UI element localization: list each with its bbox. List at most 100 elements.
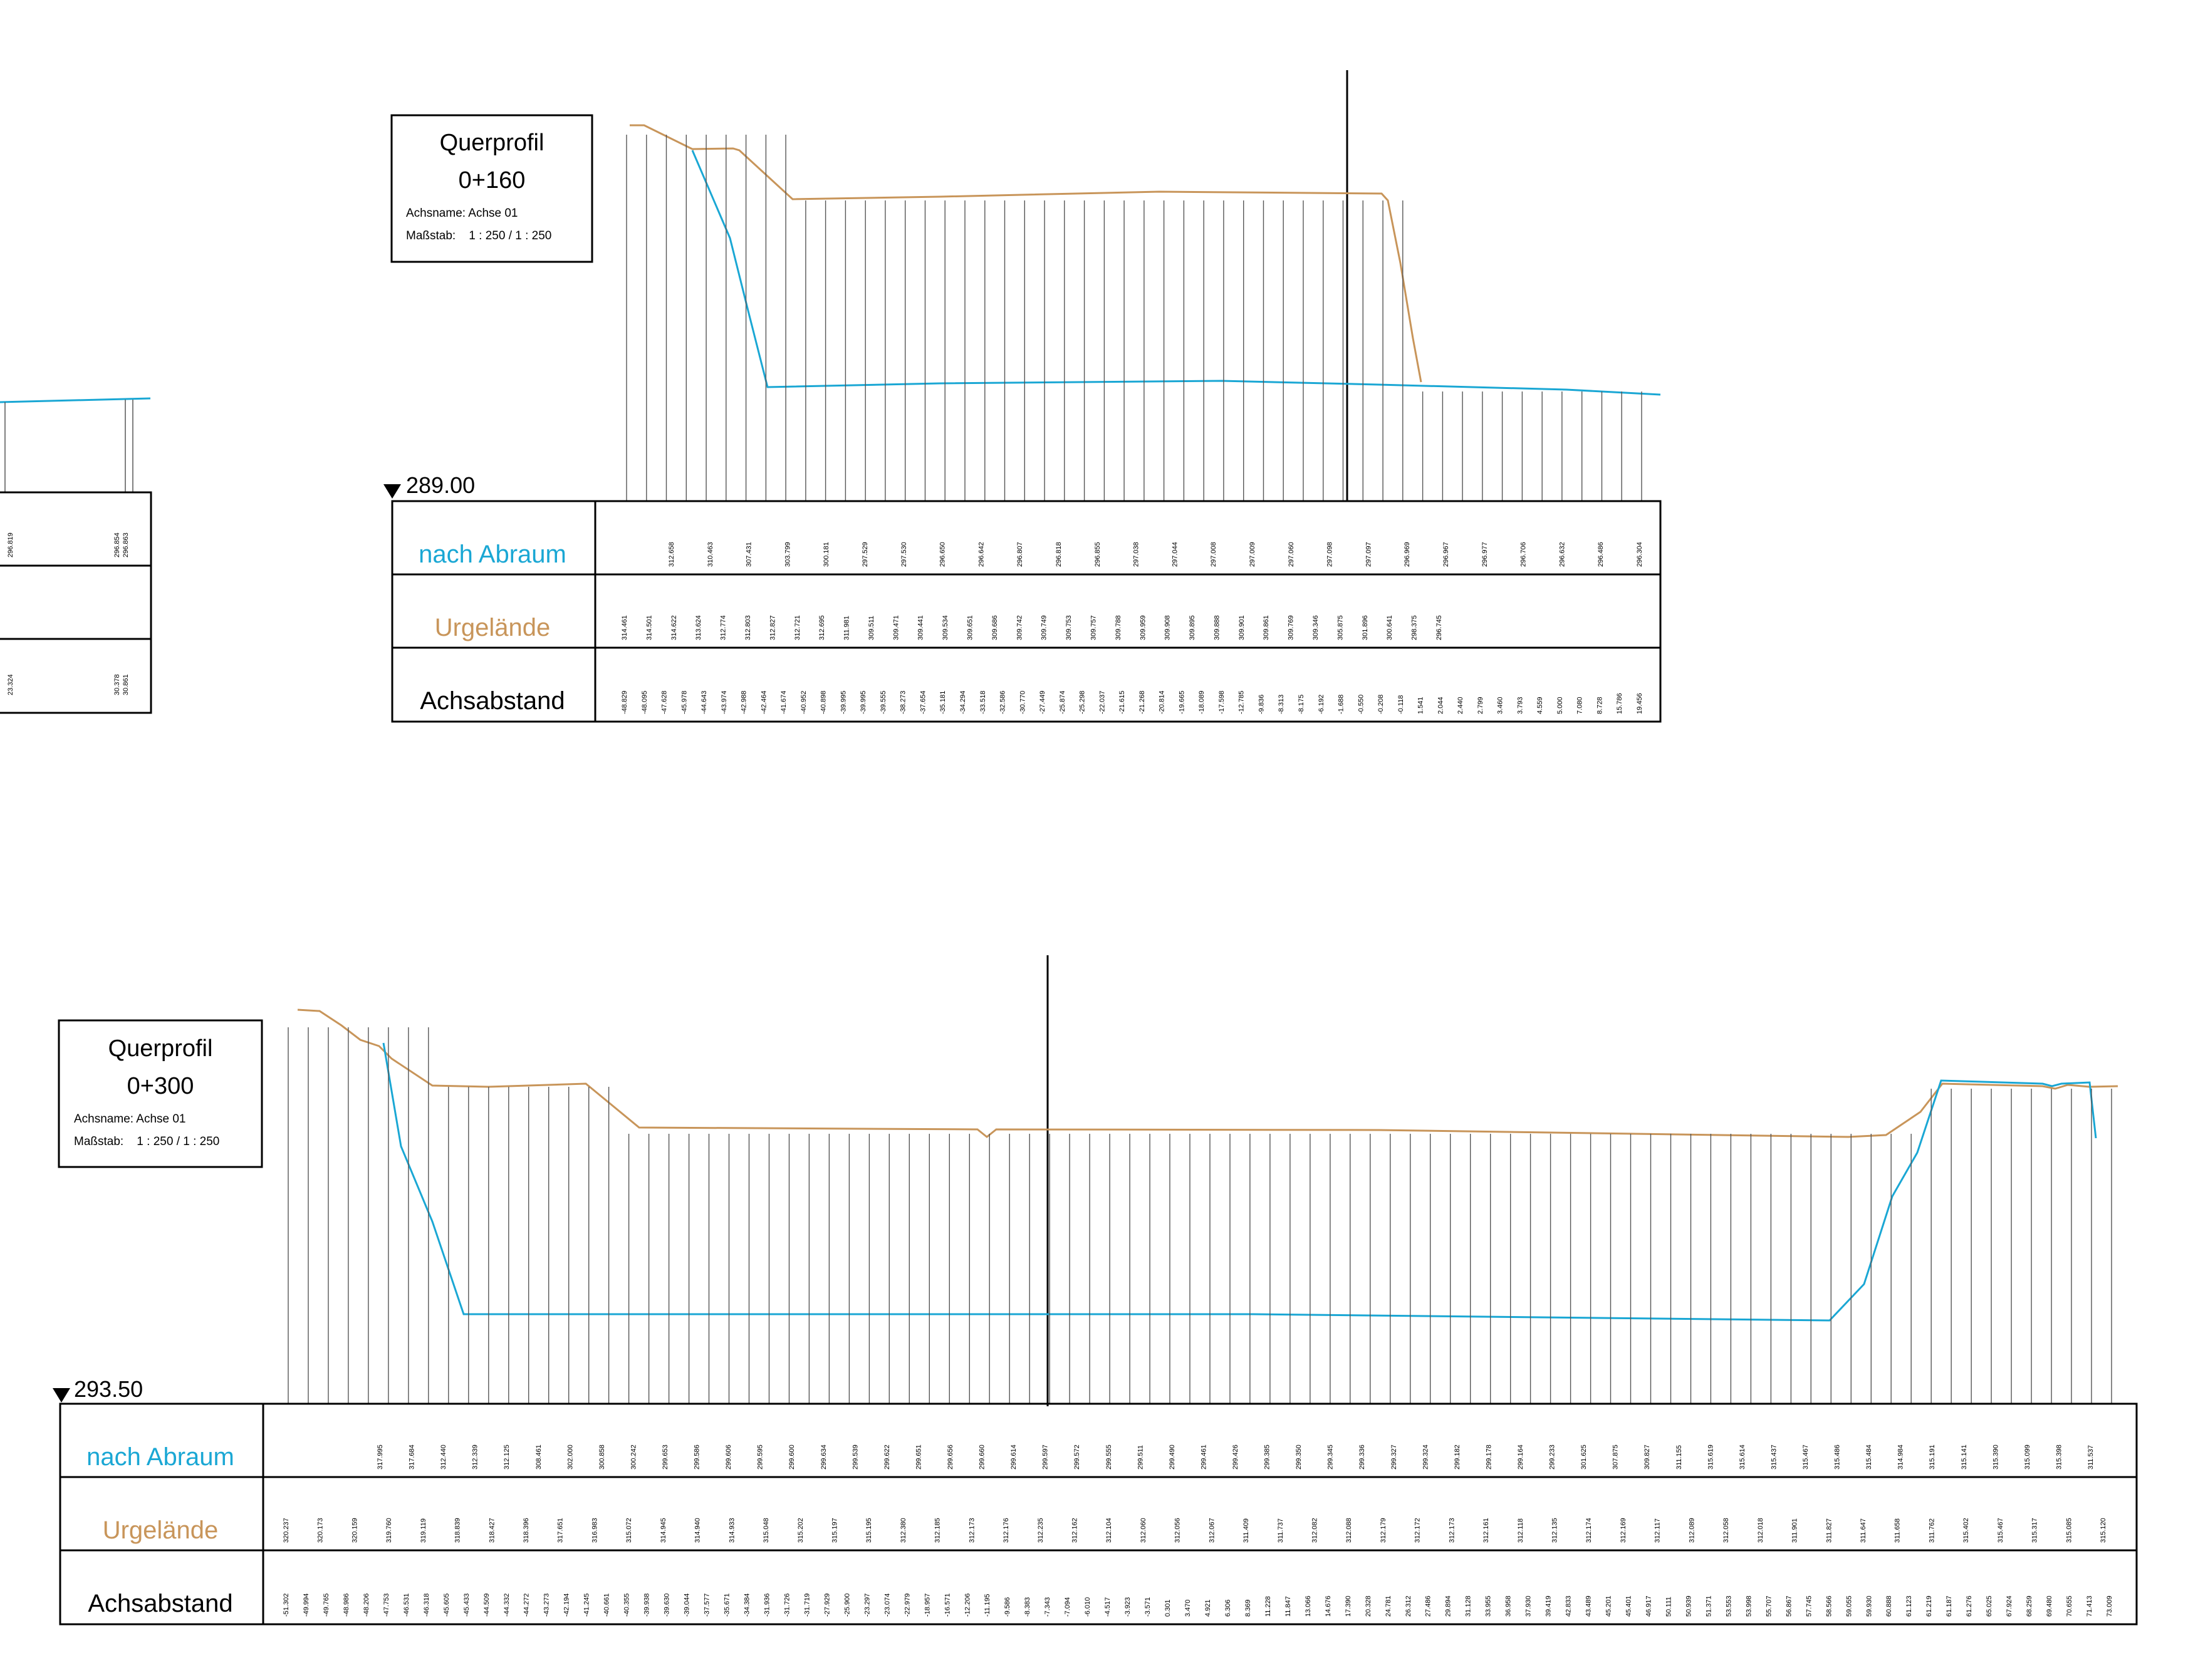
nach-abraum-value: 297.097 <box>1365 542 1372 567</box>
achsabstand-value: 67.924 <box>2006 1595 2013 1617</box>
achsabstand-value: 19.456 <box>1636 693 1643 714</box>
urgelaende-value: 312.135 <box>1551 1518 1559 1543</box>
nach-abraum-value: 296.807 <box>1016 542 1024 567</box>
urgelaende-value: 312.088 <box>1345 1518 1353 1543</box>
nach-abraum-value: 296.304 <box>1636 542 1643 567</box>
achsabstand-value: 2.440 <box>1457 697 1464 714</box>
achsabstand-value: 26.312 <box>1405 1595 1412 1617</box>
achsabstand-value: -9.586 <box>1004 1597 1011 1617</box>
table-values: 312.658 310.463 307.431 303.799 300.181 297.5… <box>621 542 1643 714</box>
nach-abraum-value: 297.530 <box>900 542 908 567</box>
nach-abraum-value: 299.511 <box>1137 1445 1144 1470</box>
nach-abraum-value: 299.595 <box>757 1444 764 1470</box>
achsabstand-value: 20.328 <box>1365 1595 1372 1617</box>
nach-abraum-value: 296.818 <box>1055 542 1063 567</box>
achsabstand-value: 50.111 <box>1665 1597 1673 1617</box>
urgelaende-value: 312.380 <box>900 1518 907 1543</box>
nach-abraum-value: 296.863 <box>122 532 130 557</box>
achsabstand-value: -25.874 <box>1059 691 1066 714</box>
achsabstand-value: -20.814 <box>1159 691 1166 714</box>
achsabstand-value: 3.470 <box>1184 1599 1192 1617</box>
achsabstand-value: 42.833 <box>1565 1595 1573 1617</box>
nach-abraum-value: 299.622 <box>883 1444 891 1470</box>
achsabstand-value: 11.228 <box>1264 1596 1272 1617</box>
nach-abraum-value: 299.345 <box>1327 1444 1335 1470</box>
achsabstand-value: -42.988 <box>741 691 748 714</box>
achsabstand-value: 61.123 <box>1905 1595 1913 1617</box>
nach-abraum-value: 299.586 <box>694 1444 701 1470</box>
datum-triangle-icon <box>383 484 401 499</box>
achsabstand-value: -27.449 <box>1039 691 1046 714</box>
nach-abraum-value: 296.819 <box>7 532 14 557</box>
datum-triangle-icon <box>53 1388 70 1403</box>
urgelaende-value: 309.346 <box>1312 615 1320 640</box>
achsabstand-value: 61.276 <box>1966 1595 1973 1617</box>
urgelaende-value: 300.641 <box>1386 615 1393 640</box>
nach-abraum-value: 297.008 <box>1210 542 1217 567</box>
urgelaende-value: 311.901 <box>1791 1518 1799 1543</box>
achsabstand-value: -47.628 <box>661 691 669 714</box>
achsabstand-value: -21.268 <box>1138 691 1146 714</box>
achsabstand-value: -44.272 <box>523 1594 531 1617</box>
nach-abraum-value: 315.191 <box>1929 1444 1936 1470</box>
achsabstand-value: -40.952 <box>800 691 808 714</box>
nach-abraum-value: 315.467 <box>1802 1444 1810 1470</box>
profile-title: Querprofil <box>108 1035 213 1062</box>
achsabstand-value: -39.995 <box>860 691 867 714</box>
guide-lines <box>288 1027 2112 1404</box>
datum-marker: 293.50 <box>53 1376 143 1403</box>
urgelaende-value: 317.651 <box>557 1518 565 1543</box>
nach-abraum-value: 297.044 <box>1171 542 1179 567</box>
achsabstand-value: -0.118 <box>1397 695 1405 714</box>
title-box: Querprofil 0+160 Achsname: Achse 01 Maßs… <box>390 114 593 263</box>
achsabstand-value: 60.888 <box>1885 1595 1893 1617</box>
guide-lines <box>626 135 1642 501</box>
urgelaende-value: 312.173 <box>1448 1518 1456 1543</box>
urgelaende-value: 312.089 <box>1688 1518 1696 1543</box>
achsabstand-value: -25.298 <box>1079 691 1086 714</box>
achsabstand-value: 27.486 <box>1425 1595 1432 1617</box>
achsabstand-value: -48.986 <box>343 1594 350 1617</box>
nach-abraum-value: 296.854 <box>113 532 121 557</box>
urgelaende-value: 309.749 <box>1041 615 1048 640</box>
nach-abraum-value: 315.099 <box>2024 1444 2031 1470</box>
urgelaende-value: 320.173 <box>317 1518 325 1543</box>
achsabstand-value: -31.726 <box>784 1594 791 1617</box>
urgelaende-value: 312.185 <box>934 1518 942 1543</box>
nach-abraum-value: 301.625 <box>1580 1444 1588 1470</box>
urgelaende-value: 315.402 <box>1962 1518 1970 1543</box>
nach-abraum-value: 299.634 <box>820 1444 828 1470</box>
achsabstand-value: -39.938 <box>643 1594 651 1617</box>
achsabstand-value: 33.955 <box>1485 1595 1492 1617</box>
nach-abraum-value: 299.651 <box>915 1444 922 1470</box>
achsabstand-value: -8.313 <box>1278 695 1285 714</box>
achsabstand-value: -8.175 <box>1298 695 1305 714</box>
nach-abraum-value: 299.600 <box>788 1444 796 1470</box>
achsabstand-value: 59.055 <box>1845 1595 1853 1617</box>
achsabstand-value: 8.728 <box>1597 697 1604 714</box>
achsabstand-value: 4.921 <box>1204 1599 1212 1617</box>
achsabstand-value: 17.390 <box>1345 1595 1352 1617</box>
achsabstand-value: 5.000 <box>1556 697 1564 714</box>
achsabstand-value: -40.661 <box>603 1594 611 1617</box>
data-table: nach Abraum Urgelände Achsabstand 317.99… <box>59 1403 2138 1626</box>
urgelaende-value: 315.202 <box>797 1518 805 1543</box>
nach-abraum-value: 299.461 <box>1200 1444 1207 1470</box>
row-label-urgelaende: Urgelände <box>435 614 551 641</box>
nach-abraum-value: 299.233 <box>1549 1444 1556 1470</box>
achsabstand-value: 31.128 <box>1465 1595 1472 1617</box>
table-values: 317.995 317.684 312.440 312.339 312.125 308.4… <box>283 1444 2113 1617</box>
achsabstand-value: 4.559 <box>1536 697 1544 714</box>
urgelaende-value: 312.104 <box>1105 1518 1113 1543</box>
achsabstand-value: -8.383 <box>1024 1597 1031 1617</box>
axis-name: Achsname: Achse 01 <box>406 207 518 220</box>
urgelaende-value: 311.647 <box>1860 1518 1867 1543</box>
nach-abraum-value: 296.632 <box>1558 542 1566 567</box>
nach-abraum-value: 296.486 <box>1597 542 1605 567</box>
profile-station: 0+300 <box>127 1073 194 1099</box>
table-frame <box>391 500 1662 723</box>
achsabstand-value: 1.541 <box>1417 697 1425 714</box>
achsabstand-value: -9.836 <box>1258 695 1266 714</box>
achsabstand-value: -27.929 <box>823 1594 831 1617</box>
achsabstand-value: 7.080 <box>1576 697 1584 714</box>
